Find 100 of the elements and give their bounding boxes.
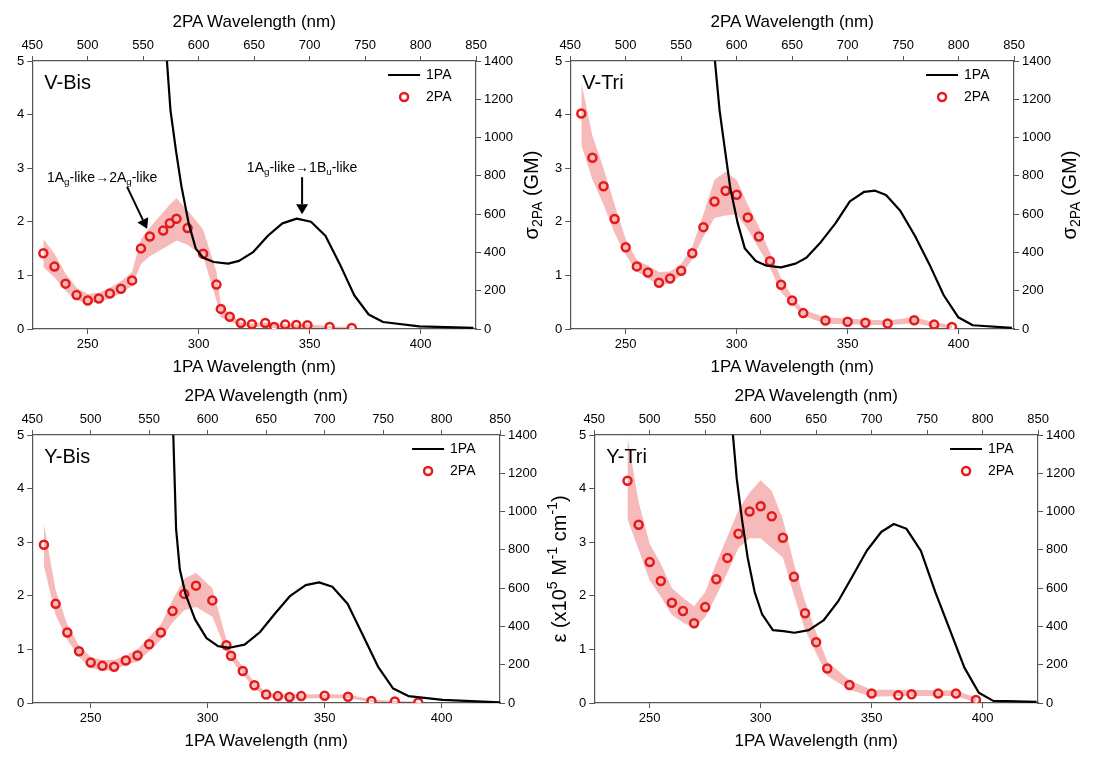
x-tick-label: 300 [196, 710, 219, 726]
point [144, 231, 156, 242]
x2-tick-label: 700 [860, 410, 883, 426]
x2-tick-label: 500 [638, 410, 661, 426]
point [688, 617, 700, 629]
text: Y-Bis [44, 444, 91, 467]
x-tick-label: 350 [860, 710, 883, 726]
x2-tick-label: 550 [694, 410, 717, 426]
point [342, 691, 354, 702]
point [631, 261, 643, 272]
point [279, 319, 291, 329]
point [820, 315, 831, 326]
point [655, 575, 667, 587]
text: V-Tri [582, 70, 624, 93]
point [224, 311, 235, 322]
point [653, 277, 665, 288]
y-tick-label: 4 [17, 106, 25, 122]
x-axis-title: 1PA Wavelength (nm) [734, 731, 898, 751]
point [120, 655, 132, 666]
point [215, 303, 227, 315]
point [246, 318, 258, 329]
y2-tick-label: 200 [484, 282, 506, 298]
y-tick-label: 4 [17, 480, 25, 496]
point [687, 247, 698, 259]
point [260, 317, 271, 329]
point [171, 213, 182, 224]
y2-tick-label: 0 [1046, 694, 1054, 710]
point [135, 243, 147, 254]
y2-tick-label: 600 [508, 579, 530, 595]
y2-tick-label: 1200 [484, 90, 513, 106]
point [157, 225, 169, 236]
x2-tick-label: 750 [354, 36, 376, 52]
x2-tick-label: 550 [132, 36, 155, 52]
legend-label: 1PA [988, 439, 1015, 456]
point [324, 321, 335, 329]
x-tick-label: 250 [76, 336, 99, 352]
x-tick-label: 400 [947, 336, 970, 352]
y2-tick-label: 1400 [484, 52, 513, 68]
point [722, 552, 733, 564]
point [642, 267, 654, 278]
x2-tick-label: 650 [255, 410, 278, 426]
point [237, 665, 249, 677]
point [786, 295, 798, 306]
y-tick-label: 5 [17, 426, 25, 442]
y2-tick-label: 1000 [1022, 129, 1051, 145]
y2-tick-label: 200 [1046, 656, 1068, 672]
legend-label: 1PA [450, 439, 477, 456]
x2-tick-label: 800 [971, 410, 994, 426]
point [260, 689, 272, 700]
y-tick-label: 5 [579, 426, 587, 442]
point [866, 688, 877, 699]
y-tick-label: 2 [579, 587, 587, 603]
point [104, 288, 116, 299]
y2-tick-label: 800 [1022, 167, 1044, 183]
point [755, 500, 766, 512]
point [71, 289, 82, 301]
x2-axis-title: 2PA Wavelength (nm) [172, 11, 336, 31]
point [622, 475, 633, 486]
legend-label: 1PA [426, 65, 453, 82]
y-tick-label: 1 [555, 266, 563, 282]
point [62, 627, 73, 638]
point [272, 690, 284, 702]
y2-tick-label: 1400 [1046, 426, 1075, 442]
y2-tick-label: 600 [1046, 579, 1068, 595]
y-tick-label: 3 [555, 159, 563, 175]
point [675, 265, 687, 277]
x2-tick-label: 800 [409, 36, 432, 52]
y-axis-title: ε (x105 M-1 cm-1) [543, 495, 570, 643]
point [50, 598, 61, 610]
point [38, 539, 50, 550]
text: Y-Tri [606, 444, 647, 467]
point [633, 519, 644, 531]
y2-tick-label: 200 [508, 656, 530, 672]
point [302, 319, 313, 329]
point [190, 580, 202, 591]
x-axis-title: 1PA Wavelength (nm) [710, 357, 874, 377]
point [115, 283, 127, 295]
y2-tick-label: 1400 [508, 426, 537, 442]
point [164, 218, 176, 229]
y-tick-label: 1 [17, 640, 25, 656]
point [744, 506, 755, 517]
x2-tick-label: 850 [465, 36, 487, 52]
point [225, 650, 237, 661]
x2-tick-label: 750 [892, 36, 914, 52]
y2-tick-label: 400 [484, 244, 506, 260]
x2-tick-label: 700 [313, 410, 336, 426]
y2-tick-label: 0 [1022, 320, 1030, 336]
point [799, 607, 811, 619]
legend-label: 2PA [450, 461, 477, 478]
point [108, 661, 120, 673]
point [211, 279, 222, 290]
x-tick-label: 350 [313, 710, 336, 726]
x2-tick-label: 850 [489, 410, 511, 426]
legend-label: 1PA [964, 65, 991, 82]
y-tick-label: 5 [555, 52, 563, 68]
y2-tick-label: 0 [484, 320, 492, 336]
x2-tick-label: 600 [187, 36, 210, 52]
y-tick-label: 0 [17, 320, 25, 336]
point [85, 657, 96, 668]
x2-tick-label: 500 [614, 36, 637, 52]
